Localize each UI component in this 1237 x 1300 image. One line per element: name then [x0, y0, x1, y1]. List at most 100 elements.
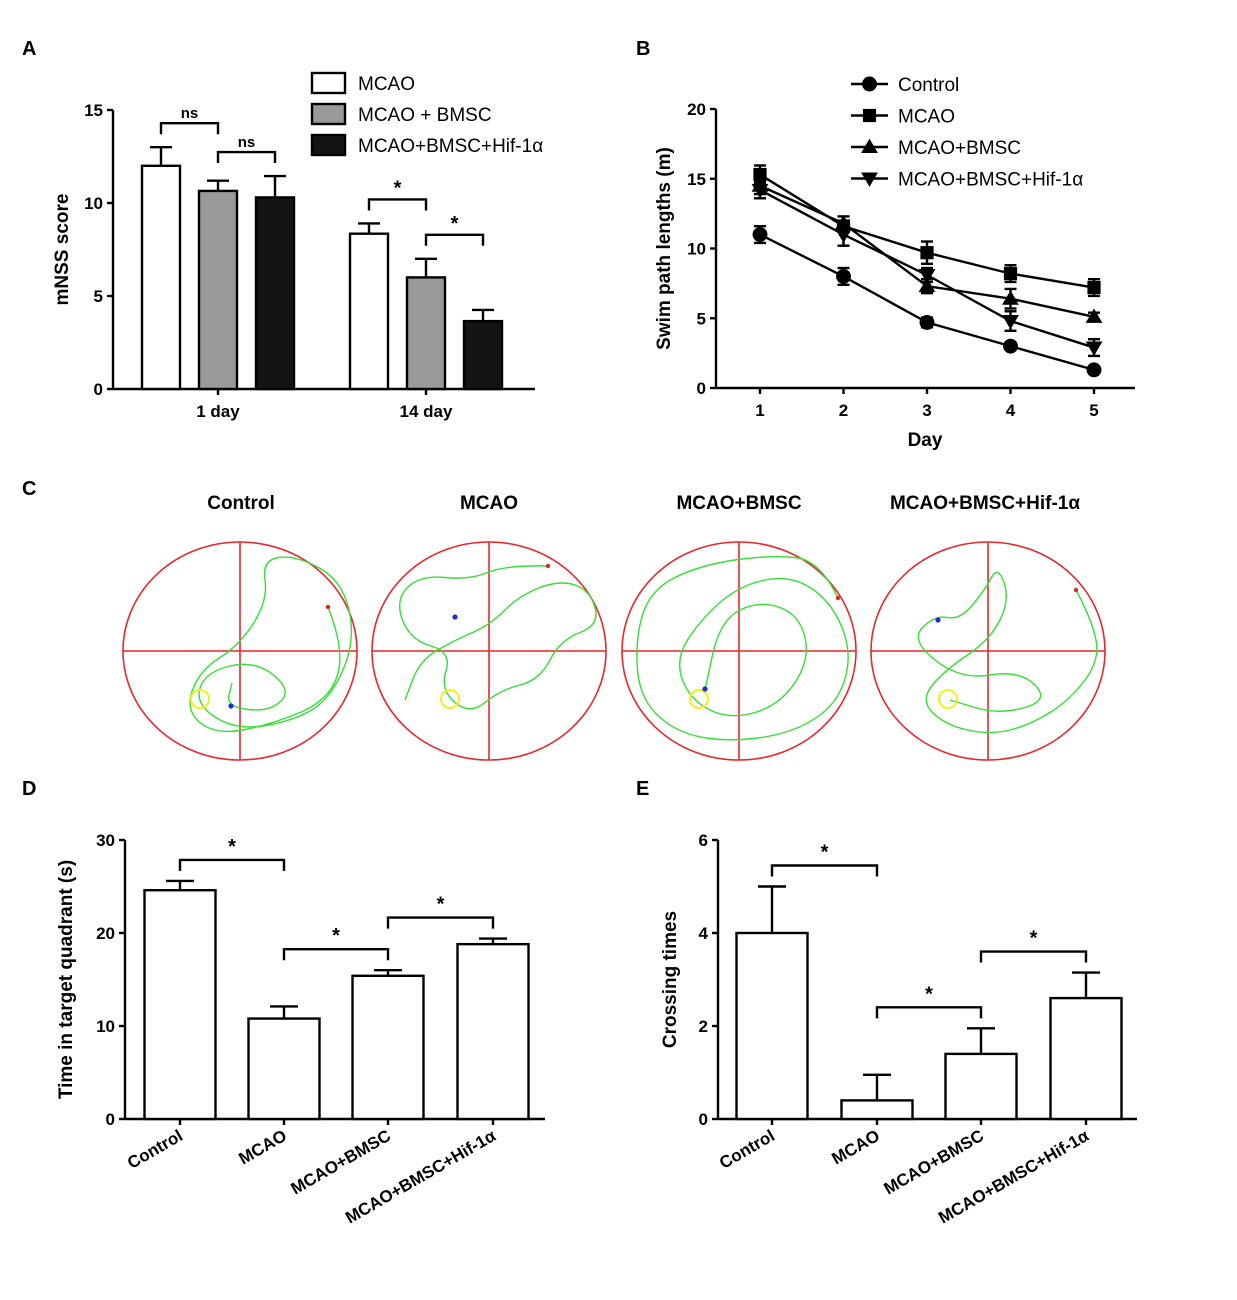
e-sig-bracket [770, 864, 879, 877]
panel-letter-b: B [636, 38, 650, 60]
b-point-mcao-bmsc-day3 [918, 277, 936, 293]
panel-letter-a: A [22, 38, 36, 60]
a-legend-swatch-mcao-bmsc-hif-1 [310, 133, 347, 157]
a-y-axis-label: mNSS score [52, 194, 73, 306]
a-bar-mcao-bmsc-hif-1-14-day [462, 319, 504, 391]
a-x-tick-label: 1 day [196, 402, 240, 421]
e-bar-mcao-bmsc [944, 1052, 1018, 1121]
e-y-tick-label: 2 [699, 1017, 708, 1036]
panel-letter-d: D [22, 778, 36, 800]
b-point-mcao-bmsc-hif-1-day3 [918, 269, 936, 284]
c-start-point-mcao-bmsc [702, 686, 708, 692]
d-bar-mcao-bmsc-hif-1 [456, 942, 530, 1121]
b-y-tick-label: 20 [687, 100, 706, 119]
panel-letter-c: C [22, 478, 36, 500]
d-sig-bracket [282, 948, 390, 961]
c-title-mcao: MCAO [460, 493, 518, 514]
c-start-point-mcao [452, 614, 458, 620]
e-sig-label: * [1030, 928, 1038, 950]
b-point-mcao-bmsc-hif-1-day2 [835, 228, 852, 243]
e-sig-label: * [925, 983, 933, 1005]
a-legend-mcao-bmsc: MCAO + BMSC [358, 105, 492, 126]
b-x-tick-label: 4 [1006, 401, 1016, 420]
a-legend-mcao-bmsc-hif-1: MCAO+BMSC+Hif-1α [358, 136, 543, 157]
d-sig-label: * [332, 925, 340, 947]
e-sig-bracket [875, 1006, 983, 1019]
b-x-tick-label: 2 [839, 401, 848, 420]
a-legend-swatch-mcao [310, 71, 347, 95]
a-y-tick-label: 15 [84, 101, 103, 120]
b-legend-marker-control [862, 76, 877, 92]
b-x-axis-label: Day [908, 430, 943, 451]
b-point-mcao-bmsc-hif-1-day4 [1002, 315, 1019, 330]
e-y-tick-label: 4 [699, 924, 709, 943]
b-legend-mcao-bmsc-hif-1: MCAO+BMSC+Hif-1α [898, 170, 1083, 191]
b-y-tick-label: 10 [687, 240, 706, 259]
a-sig-bracket [367, 198, 428, 211]
d-sig-bracket [386, 916, 495, 929]
b-point-mcao-bmsc-hif-1-day5 [1085, 341, 1103, 356]
d-bar-control [143, 889, 217, 1121]
a-y-tick-label: 10 [84, 194, 103, 213]
b-point-control-day4 [1003, 338, 1018, 354]
b-y-tick-label: 0 [697, 379, 706, 398]
a-bar-mcao-bmsc-1-day [197, 189, 239, 391]
a-sig-label: ns [238, 134, 256, 151]
c-swim-path-mcao [398, 565, 597, 710]
panel-letter-e: E [636, 778, 649, 800]
e-y-axis-label: Crossing times [660, 911, 681, 1048]
b-point-mcao-day5 [1087, 280, 1101, 295]
a-y-tick-label: 5 [94, 287, 103, 306]
b-point-mcao-bmsc-day4 [1002, 290, 1019, 305]
b-x-tick-label: 3 [922, 401, 931, 420]
e-x-tick-label: MCAO+BMSC [881, 1126, 987, 1198]
d-y-tick-label: 10 [96, 1017, 115, 1036]
a-legend-mcao: MCAO [358, 74, 415, 95]
b-y-tick-label: 5 [697, 309, 706, 328]
e-y-tick-label: 0 [699, 1110, 708, 1129]
d-y-tick-label: 0 [106, 1110, 115, 1129]
a-y-tick-label: 0 [94, 380, 103, 399]
a-bar-mcao-bmsc-hif-1-1-day [254, 196, 296, 391]
d-sig-label: * [437, 894, 445, 916]
c-title-mcao-bmsc: MCAO+BMSC [676, 493, 801, 514]
c-platform-mcao-bmsc [689, 689, 709, 709]
b-x-tick-label: 1 [755, 401, 764, 420]
b-legend-control: Control [898, 75, 959, 96]
c-end-point-mcao-bmsc-hif-1 [1073, 587, 1079, 593]
d-y-tick-label: 20 [96, 924, 115, 943]
b-point-control-day2 [836, 268, 851, 284]
e-x-tick-label: Control [716, 1126, 778, 1173]
b-point-control-day3 [919, 314, 935, 330]
d-x-tick-label: MCAO+BMSC [288, 1126, 394, 1198]
e-sig-label: * [821, 842, 829, 864]
e-bar-mcao [840, 1099, 914, 1121]
a-bar-mcao-14-day [348, 232, 390, 391]
d-y-tick-label: 30 [96, 831, 115, 850]
d-bar-mcao [247, 1017, 321, 1121]
b-point-mcao-bmsc-day5 [1085, 308, 1103, 323]
d-sig-label: * [228, 836, 236, 858]
b-legend-mcao: MCAO [898, 107, 955, 128]
b-x-tick-label: 5 [1089, 401, 1098, 420]
a-x-tick-label: 14 day [400, 402, 453, 421]
chart-b-swim-path: 0 5 10 15 20 1 2 3 4 5 Day Swim path lengths (m) Con… [654, 75, 1135, 451]
c-end-point-mcao-bmsc [835, 595, 841, 601]
d-x-tick-label: MCAO [236, 1126, 290, 1168]
a-sig-label: ns [181, 105, 199, 122]
b-point-mcao-day3 [920, 246, 934, 260]
c-end-point-mcao [545, 563, 551, 569]
a-sig-label: * [451, 213, 459, 235]
c-platform-mcao-bmsc-hif-1 [938, 689, 958, 709]
b-legend-marker-mcao-bmsc-hif-1 [861, 172, 878, 187]
chart-d-target-quadrant: 0 10 20 30 Time in target quadrant (s) Contro… [56, 831, 545, 1228]
c-swim-path-control [189, 556, 353, 733]
e-x-tick-label: MCAO [829, 1126, 883, 1168]
c-swim-path-mcao-bmsc [636, 555, 849, 741]
b-point-control-day1 [752, 227, 768, 242]
b-point-mcao-bmsc-hif-1-day1 [751, 183, 769, 199]
b-y-tick-label: 15 [687, 170, 706, 189]
d-bar-mcao-bmsc [351, 974, 425, 1121]
